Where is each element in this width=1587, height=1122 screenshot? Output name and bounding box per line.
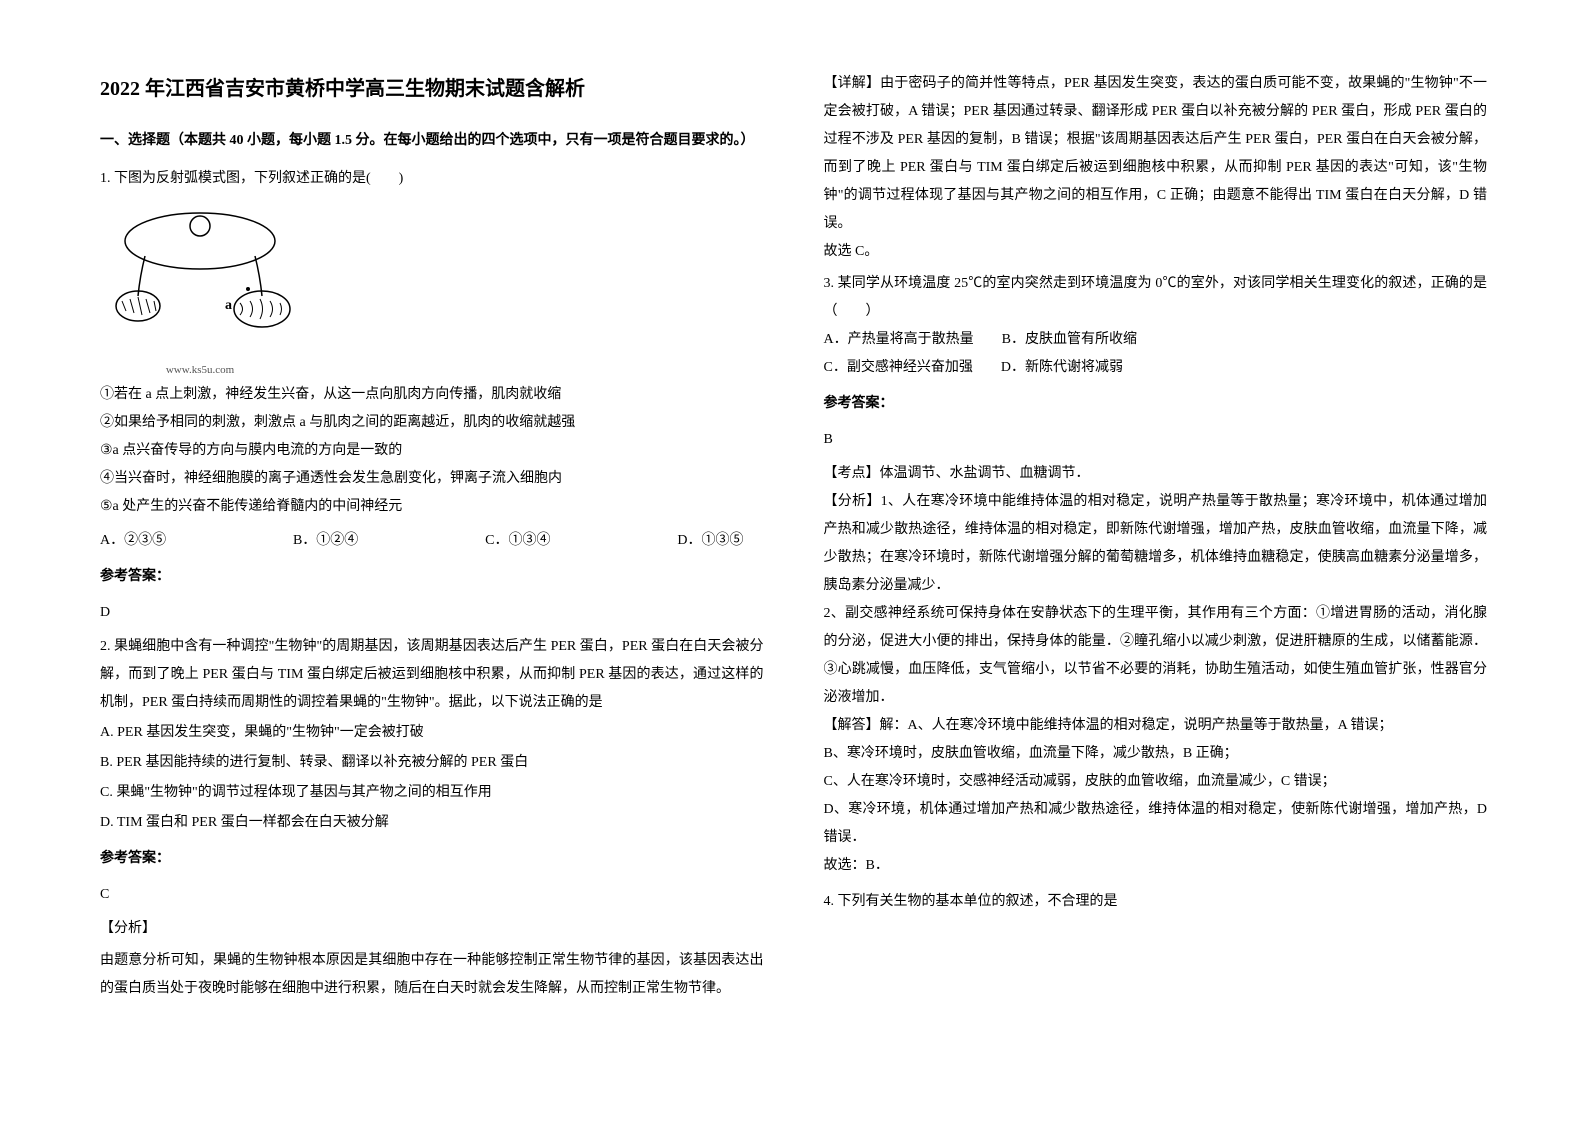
question-1: 1. 下图为反射弧模式图，下列叙述正确的是( ) a www.ks5u.com … <box>100 165 764 627</box>
question-4: 4. 下列有关生物的基本单位的叙述，不合理的是 <box>824 888 1488 916</box>
q1-line1: ①若在 a 点上刺激，神经发生兴奋，从这一点向肌肉方向传播，肌肉就收缩 <box>100 381 764 409</box>
q2-answer-label: 参考答案： <box>100 845 764 873</box>
q1-optB: B．①②④ <box>293 527 358 555</box>
q1-answer: D <box>100 599 764 627</box>
q1-optA: A．②③⑤ <box>100 527 166 555</box>
q1-optC: C．①③④ <box>485 527 550 555</box>
left-column: 2022 年江西省吉安市黄桥中学高三生物期末试题含解析 一、选择题（本题共 40… <box>100 70 764 1082</box>
q3-optC: C．副交感神经兴奋加强 <box>824 360 973 375</box>
q1-diagram-caption: www.ks5u.com <box>100 359 300 381</box>
q1-optD: D．①③⑤ <box>677 527 743 555</box>
q3-answer: B <box>824 426 1488 454</box>
q3-answer-label: 参考答案： <box>824 390 1488 418</box>
q3-options-row2: C．副交感神经兴奋加强 D．新陈代谢将减弱 <box>824 354 1488 382</box>
q1-stem: 1. 下图为反射弧模式图，下列叙述正确的是( ) <box>100 165 764 193</box>
q2-stem: 2. 果蝇细胞中含有一种调控"生物钟"的周期基因，该周期基因表达后产生 PER … <box>100 633 764 717</box>
question-2: 2. 果蝇细胞中含有一种调控"生物钟"的周期基因，该周期基因表达后产生 PER … <box>100 633 764 1003</box>
section-1-header: 一、选择题（本题共 40 小题，每小题 1.5 分。在每小题给出的四个选项中，只… <box>100 128 764 153</box>
col2-detail: 【详解】由于密码子的简并性等特点，PER 基因发生突变，表达的蛋白质可能不变，故… <box>824 70 1488 238</box>
q3-kaodian: 【考点】体温调节、水盐调节、血糖调节． <box>824 460 1488 488</box>
q2-answer: C <box>100 881 764 909</box>
question-3: 3. 某同学从环境温度 25℃的室内突然走到环境温度为 0℃的室外，对该同学相关… <box>824 270 1488 880</box>
q1-line4: ④当兴奋时，神经细胞膜的离子通透性会发生急剧变化，钾离子流入细胞内 <box>100 465 764 493</box>
svg-text:a: a <box>225 298 232 313</box>
q3-final: 故选：B． <box>824 852 1488 880</box>
q2-optA: A. PER 基因发生突变，果蝇的"生物钟"一定会被打破 <box>100 719 764 747</box>
q1-options: A．②③⑤ B．①②④ C．①③④ D．①③⑤ <box>100 527 764 555</box>
q3-optA: A．产热量将高于散热量 <box>824 332 974 347</box>
q3-fenxi2: 2、副交感神经系统可保持身体在安静状态下的生理平衡，其作用有三个方面：①增进胃肠… <box>824 600 1488 712</box>
q1-line2: ②如果给予相同的刺激，刺激点 a 与肌肉之间的距离越近，肌肉的收缩就越强 <box>100 409 764 437</box>
q2-analysis-text: 由题意分析可知，果蝇的生物钟根本原因是其细胞中存在一种能够控制正常生物节律的基因… <box>100 947 764 1003</box>
q1-diagram: a <box>100 201 300 351</box>
q3-optB: B．皮肤血管有所收缩 <box>1002 332 1137 347</box>
q1-answer-label: 参考答案： <box>100 563 764 591</box>
document-title: 2022 年江西省吉安市黄桥中学高三生物期末试题含解析 <box>100 70 764 108</box>
q3-jiedaC: C、人在寒冷环境时，交感神经活动减弱，皮肤的血管收缩，血流量减少，C 错误； <box>824 768 1488 796</box>
q2-options: A. PER 基因发生突变，果蝇的"生物钟"一定会被打破 B. PER 基因能持… <box>100 719 764 837</box>
q3-fenxi: 【分析】1、人在寒冷环境中能维持体温的相对稳定，说明产热量等于散热量；寒冷环境中… <box>824 488 1488 600</box>
q3-jiedaB: B、寒冷环境时，皮肤血管收缩，血流量下降，减少散热，B 正确； <box>824 740 1488 768</box>
q2-optC: C. 果蝇"生物钟"的调节过程体现了基因与其产物之间的相互作用 <box>100 779 764 807</box>
q3-jiedaD: D、寒冷环境，机体通过增加产热和减少散热途径，维持体温的相对稳定，使新陈代谢增强… <box>824 796 1488 852</box>
q3-options-row1: A．产热量将高于散热量 B．皮肤血管有所收缩 <box>824 326 1488 354</box>
q2-optD: D. TIM 蛋白和 PER 蛋白一样都会在白天被分解 <box>100 809 764 837</box>
q2-optB: B. PER 基因能持续的进行复制、转录、翻译以补充被分解的 PER 蛋白 <box>100 749 764 777</box>
q1-line3: ③a 点兴奋传导的方向与膜内电流的方向是一致的 <box>100 437 764 465</box>
q3-jieda: 【解答】解：A、人在寒冷环境中能维持体温的相对稳定，说明产热量等于散热量，A 错… <box>824 712 1488 740</box>
q3-stem: 3. 某同学从环境温度 25℃的室内突然走到环境温度为 0℃的室外，对该同学相关… <box>824 270 1488 326</box>
q2-analysis-label: 【分析】 <box>100 915 764 943</box>
right-column: 【详解】由于密码子的简并性等特点，PER 基因发生突变，表达的蛋白质可能不变，故… <box>824 70 1488 1082</box>
col2-conclusion: 故选 C。 <box>824 238 1488 266</box>
q4-stem: 4. 下列有关生物的基本单位的叙述，不合理的是 <box>824 888 1488 916</box>
q3-optD: D．新陈代谢将减弱 <box>1001 360 1123 375</box>
q1-line5: ⑤a 处产生的兴奋不能传递给脊髓内的中间神经元 <box>100 493 764 521</box>
